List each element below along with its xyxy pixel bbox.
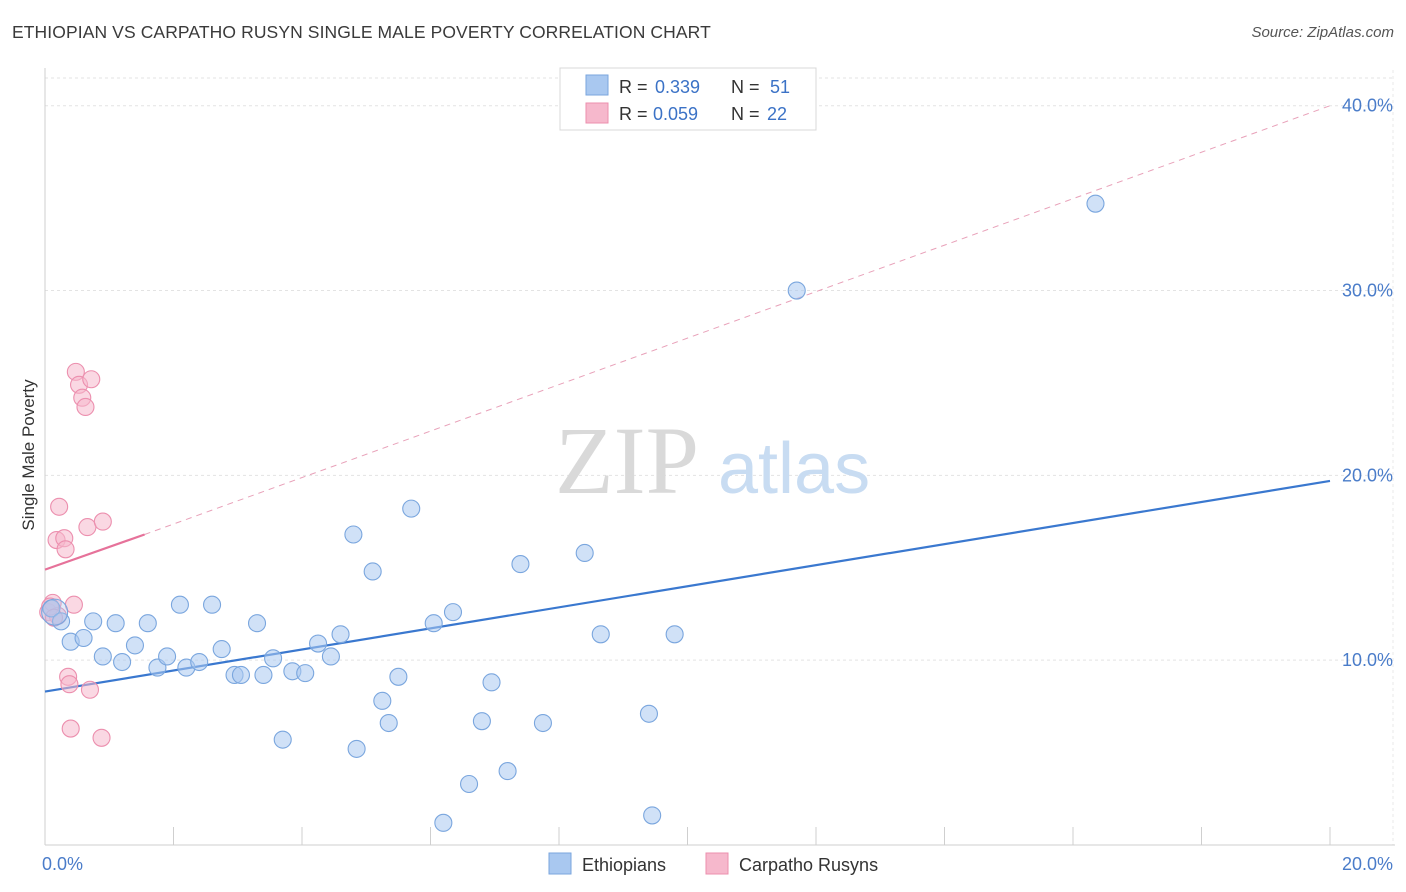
- y-axis-label: Single Male Poverty: [19, 379, 38, 531]
- point-ethiopians-27: [331, 625, 350, 644]
- point-ethiopians-18: [231, 665, 251, 685]
- point-ethiopians-26: [321, 647, 340, 666]
- point-ethiopians-42: [511, 555, 530, 574]
- x-tick-label-1: 20.0%: [1342, 854, 1393, 874]
- y-tick-label-3: 40.0%: [1342, 96, 1393, 116]
- point-carpatho-rusyns-19: [93, 512, 112, 531]
- point-ethiopians-5: [93, 647, 112, 666]
- point-ethiopians-6: [106, 614, 125, 633]
- point-carpatho-rusyns-8: [60, 675, 79, 694]
- trend-line-1: [44, 533, 145, 571]
- point-ethiopians-14: [190, 652, 209, 672]
- legend-r-value-2: 0.059: [653, 104, 698, 124]
- point-ethiopians-40: [482, 673, 501, 692]
- legend-r-label-1: R =: [619, 77, 648, 97]
- point-ethiopians-31: [373, 691, 392, 710]
- bottom-legend: Ethiopians Carpatho Rusyns: [548, 852, 878, 875]
- point-carpatho-rusyns-18: [92, 728, 111, 747]
- point-ethiopians-48: [665, 625, 684, 644]
- x-tick-label-0: 0.0%: [42, 854, 83, 874]
- tick-labels: 10.0% 20.0% 30.0% 40.0% 0.0% 20.0%: [42, 96, 1393, 874]
- point-ethiopians-46: [639, 704, 659, 723]
- point-ethiopians-49: [787, 281, 806, 300]
- point-ethiopians-47: [643, 806, 662, 825]
- point-ethiopians-21: [264, 649, 283, 668]
- point-ethiopians-20: [254, 665, 273, 685]
- point-ethiopians-4: [84, 612, 103, 631]
- point-ethiopians-30: [363, 562, 382, 581]
- point-ethiopians-8: [125, 636, 144, 655]
- y-tick-label-0: 10.0%: [1342, 650, 1393, 670]
- point-ethiopians-50: [1086, 194, 1105, 213]
- point-carpatho-rusyns-9: [61, 719, 80, 738]
- point-ethiopians-12: [170, 595, 189, 614]
- legend-n-value-2: 22: [767, 104, 787, 124]
- watermark: ZIP atlas: [555, 407, 870, 514]
- legend-n-value-1: 51: [770, 77, 790, 97]
- point-ethiopians-7: [113, 652, 132, 672]
- y-tick-label-1: 20.0%: [1342, 465, 1393, 485]
- point-ethiopians-32: [379, 713, 398, 733]
- bottom-legend-swatch-carpatho-rusyns: [705, 852, 729, 875]
- y-tick-label-2: 30.0%: [1342, 281, 1393, 301]
- trend-lines: [44, 105, 1331, 693]
- point-ethiopians-11: [158, 647, 177, 666]
- point-carpatho-rusyns-15: [78, 518, 97, 537]
- point-ethiopians-25: [309, 634, 328, 653]
- axes: [44, 68, 1395, 846]
- point-ethiopians-37: [443, 603, 463, 622]
- point-ethiopians-34: [402, 499, 421, 518]
- legend-r-value-1: 0.339: [655, 77, 700, 97]
- trend-extension-1: [144, 105, 1331, 535]
- point-ethiopians-22: [273, 730, 292, 749]
- point-carpatho-rusyns-16: [80, 680, 100, 699]
- trend-line-0: [44, 479, 1331, 693]
- point-carpatho-rusyns-17: [82, 370, 101, 389]
- point-ethiopians-39: [472, 712, 491, 731]
- legend-n-label-2: N =: [731, 104, 760, 124]
- point-ethiopians-16: [212, 640, 231, 659]
- point-ethiopians-28: [344, 525, 363, 544]
- point-carpatho-rusyns-6: [56, 540, 75, 559]
- data-points: [39, 194, 1105, 832]
- point-ethiopians-44: [575, 543, 594, 563]
- legend-n-label-1: N =: [731, 77, 760, 97]
- legend-swatch-ethiopians: [585, 74, 609, 96]
- point-ethiopians-45: [591, 625, 610, 644]
- point-carpatho-rusyns-14: [76, 397, 95, 417]
- chart-title: ETHIOPIAN VS CARPATHO RUSYN SINGLE MALE …: [12, 22, 711, 42]
- point-ethiopians-29: [347, 739, 366, 758]
- legend-r-label-2: R =: [619, 104, 648, 124]
- point-ethiopians-36: [434, 813, 453, 832]
- bottom-legend-label-ethiopians: Ethiopians: [582, 855, 666, 875]
- point-ethiopians-43: [533, 713, 552, 733]
- point-ethiopians-15: [203, 595, 222, 614]
- point-ethiopians-38: [459, 774, 479, 794]
- point-ethiopians-cluster: [41, 598, 69, 626]
- point-carpatho-rusyns-4: [50, 497, 69, 516]
- point-ethiopians-35: [424, 614, 443, 633]
- legend-box: R = 0.339 N = 51 R = 0.059 N = 22: [559, 67, 817, 131]
- point-ethiopians-33: [389, 667, 408, 686]
- watermark-zip: ZIP: [555, 407, 699, 514]
- bottom-legend-swatch-ethiopians: [548, 852, 572, 875]
- watermark-atlas: atlas: [718, 429, 870, 509]
- point-ethiopians-9: [138, 614, 157, 633]
- bottom-legend-label-carpatho-rusyns: Carpatho Rusyns: [739, 855, 878, 875]
- point-ethiopians-19: [247, 614, 267, 633]
- legend-swatch-carpatho-rusyns: [585, 102, 609, 124]
- source-label: Source: ZipAtlas.com: [1251, 24, 1394, 41]
- point-ethiopians-41: [498, 762, 517, 781]
- point-ethiopians-1: [52, 612, 71, 631]
- point-ethiopians-3: [74, 628, 93, 648]
- point-ethiopians-24: [296, 664, 315, 683]
